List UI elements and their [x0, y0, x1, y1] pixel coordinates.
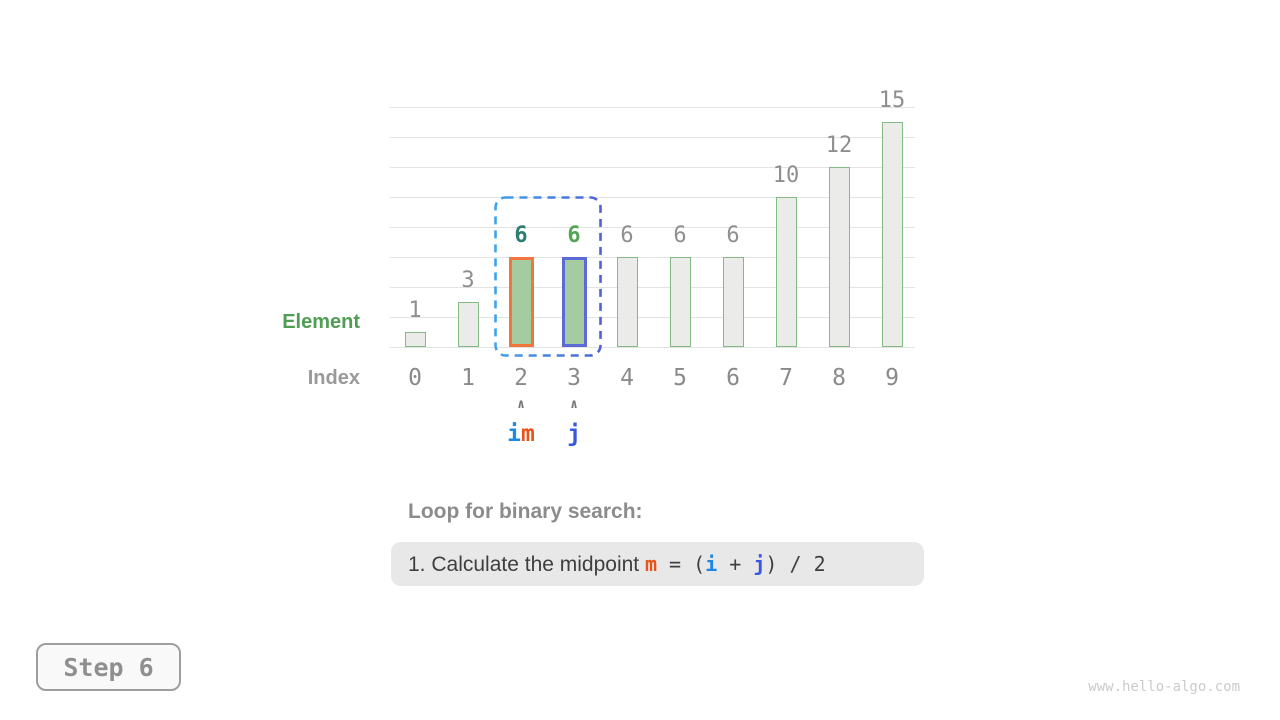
search-range-outline [494, 196, 602, 357]
gridline [390, 257, 915, 258]
element-axis-label: Element [282, 311, 360, 333]
bar-value-label: 6 [567, 223, 581, 248]
bar-value-label: 15 [878, 88, 906, 113]
bar-value-label: 6 [620, 223, 634, 248]
index-label-2: 2 [514, 365, 528, 391]
index-label-0: 0 [408, 365, 422, 391]
pointer-caret-icon: ∧ [517, 397, 525, 412]
gridline [390, 347, 915, 348]
step-badge: Step 6 [36, 643, 181, 691]
index-label-8: 8 [832, 365, 846, 391]
index-label-3: 3 [567, 365, 581, 391]
pointer-label: im [493, 421, 549, 447]
index-label-9: 9 [885, 365, 899, 391]
bar-index-0 [404, 332, 426, 347]
equation-segment: + [717, 551, 754, 576]
pointer-j: j [567, 421, 581, 447]
gridline [390, 197, 915, 198]
bar-index-7 [775, 197, 797, 347]
gridline [390, 317, 915, 318]
bar-index-3 [561, 257, 587, 347]
gridline [390, 227, 915, 228]
pointer-label: j [546, 421, 602, 447]
bar-index-6 [722, 257, 744, 347]
equation-segment: = ( [657, 551, 706, 576]
bar-index-5 [669, 257, 691, 347]
bar-index-2 [508, 257, 534, 347]
index-label-4: 4 [620, 365, 634, 391]
equation-segment: i [705, 551, 718, 576]
pointer-caret-icon: ∧ [570, 397, 578, 412]
bar-value-label: 6 [673, 223, 687, 248]
equation-segment: 1. Calculate the midpoint [408, 552, 645, 576]
bar-value-label: 12 [825, 133, 853, 158]
index-label-6: 6 [726, 365, 740, 391]
gridline [390, 137, 915, 138]
midpoint-equation: 1. Calculate the midpoint m = (i + j) / … [408, 552, 826, 577]
pointer-i: i [507, 421, 521, 447]
equation-segment: m [644, 551, 658, 576]
index-label-7: 7 [779, 365, 793, 391]
bar-index-9 [881, 122, 903, 347]
gridline [390, 287, 915, 288]
gridline [390, 167, 915, 168]
bar-index-4 [616, 257, 638, 347]
pointer-m: m [521, 421, 535, 447]
loop-caption: Loop for binary search: [408, 500, 643, 523]
bar-value-label: 6 [726, 223, 740, 248]
bar-index-1 [457, 302, 479, 347]
index-axis-label: Index [307, 367, 360, 389]
bar-index-8 [828, 167, 850, 347]
bar-value-label: 1 [408, 298, 422, 323]
bar-value-label: 6 [514, 223, 528, 248]
bar-value-label: 3 [461, 268, 475, 293]
index-label-1: 1 [461, 365, 475, 391]
equation-segment: j [753, 551, 766, 576]
equation-segment: ) / 2 [765, 551, 826, 576]
bar-value-label: 10 [772, 163, 800, 188]
watermark: www.hello-algo.com [1088, 679, 1240, 695]
gridline [390, 107, 915, 108]
midpoint-equation-box: 1. Calculate the midpoint m = (i + j) / … [391, 542, 924, 586]
index-label-5: 5 [673, 365, 687, 391]
